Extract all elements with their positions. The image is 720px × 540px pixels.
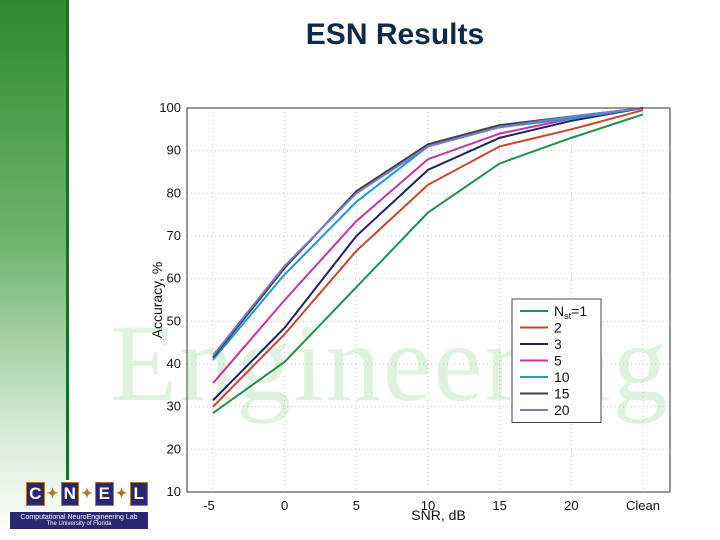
y-tick-label: 80 [167, 185, 181, 200]
legend-entry: 20 [554, 402, 570, 418]
logo-dot: ✦ [115, 484, 128, 501]
y-axis-label: Accuracy, % [149, 262, 165, 339]
y-tick-label: 60 [167, 271, 181, 286]
legend-entry: 15 [554, 386, 570, 402]
series-line-1 [212, 113, 644, 414]
x-tick-label: 0 [281, 498, 288, 513]
logo-letter: L [129, 482, 148, 506]
y-tick-label: 50 [167, 313, 181, 328]
legend-entry: 5 [554, 353, 562, 369]
y-tick-label: 40 [167, 356, 181, 371]
legend-entry: 10 [554, 369, 570, 385]
logo-university: The University of Florida [46, 521, 112, 527]
logo-lab-name: Computational NeuroEngineering Lab [20, 514, 138, 521]
sidebar-divider [66, 0, 69, 480]
legend-entry: 3 [554, 336, 562, 352]
x-tick-label: 20 [564, 498, 578, 513]
series-line-3 [212, 107, 644, 401]
y-tick-label: 70 [167, 228, 181, 243]
x-tick-label: -5 [203, 498, 215, 513]
logo-letter: N [60, 482, 79, 506]
logo-banner: Computational NeuroEngineering Lab The U… [10, 512, 148, 529]
cnel-logo: C ✦ N ✦ E ✦ L Computational NeuroEnginee… [10, 482, 148, 536]
logo-letter: C [26, 482, 45, 506]
slide-title: ESN Results [305, 18, 485, 51]
legend-entry: Nst=1 [554, 303, 587, 321]
x-tick-label: 15 [492, 498, 506, 513]
x-tick-label: 5 [353, 498, 360, 513]
legend-entry: 2 [554, 320, 562, 336]
x-tick-label: 10 [421, 498, 435, 513]
logo-dot: ✦ [81, 484, 93, 501]
x-tick-label: Clean [626, 498, 660, 513]
series-line-2 [212, 109, 644, 408]
series-line-20 [212, 107, 644, 357]
logo-letter: E [95, 482, 114, 506]
y-tick-label: 20 [167, 441, 181, 456]
y-tick-label: 30 [167, 399, 181, 414]
series-layer [212, 107, 644, 414]
y-tick-label: 10 [167, 484, 181, 499]
x-axis-label: SNR, dB [411, 507, 465, 523]
sidebar-gradient [0, 0, 66, 540]
logo-dot: ✦ [46, 484, 59, 501]
y-tick-label: 90 [167, 143, 181, 158]
plot-frame [186, 107, 671, 493]
y-tick-label: 100 [159, 100, 181, 115]
